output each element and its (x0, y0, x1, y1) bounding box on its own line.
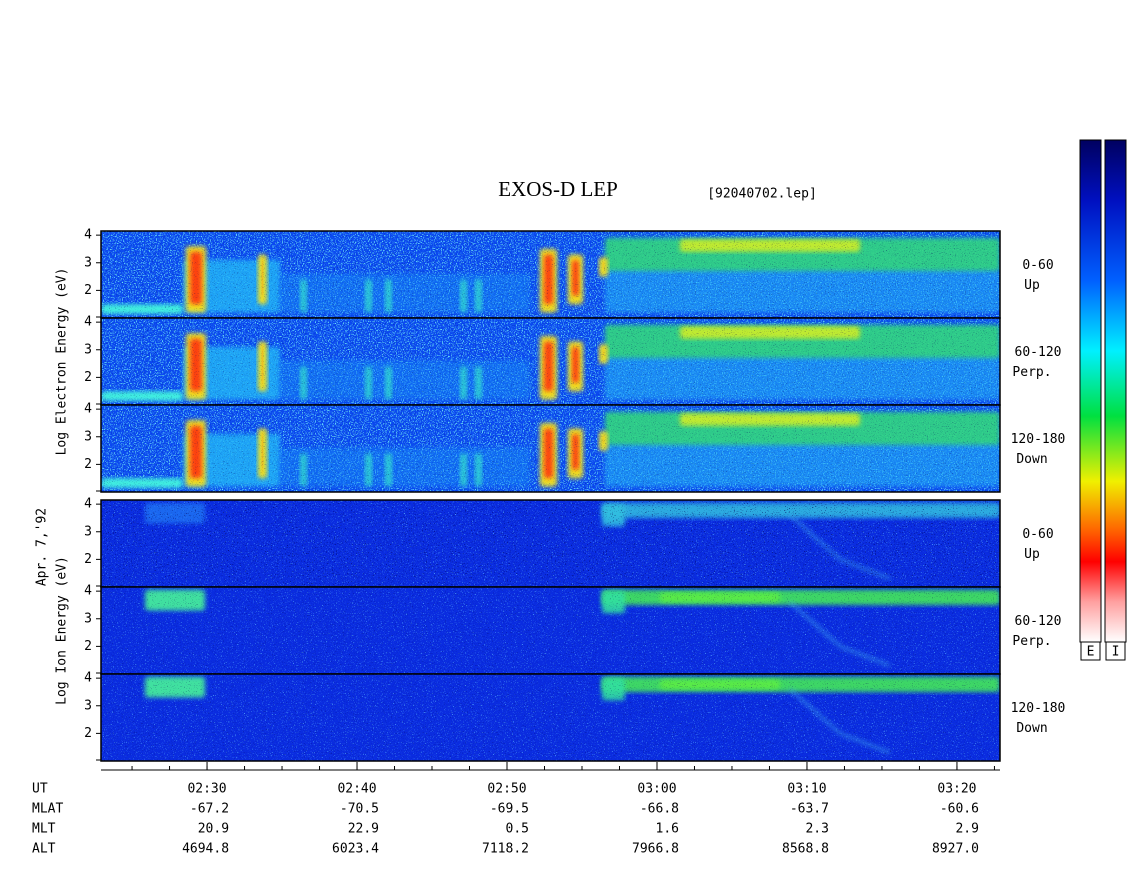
ephemeris-value: -63.7 (790, 802, 829, 817)
x-tick-label: 03:00 (637, 782, 676, 797)
row-label: MLAT (32, 802, 63, 817)
group-label: Log Electron Energy (eV) (55, 268, 70, 456)
ephemeris-value: -70.5 (340, 802, 379, 817)
panel-direction: Perp. (1012, 634, 1051, 649)
y-tick-label: 4 (84, 402, 92, 417)
ephemeris-value: 7966.8 (632, 842, 679, 857)
ephemeris-value: -67.2 (190, 802, 229, 817)
panel-angle: 60-120 (1015, 345, 1062, 360)
x-tick-label: 03:10 (787, 782, 826, 797)
y-tick-label: 2 (84, 726, 92, 741)
y-tick-label: 3 (84, 611, 92, 626)
y-tick-label: 4 (84, 671, 92, 686)
ephemeris-value: 1.6 (656, 822, 679, 837)
dropouts (101, 405, 1000, 492)
ephemeris-value: 0.5 (506, 822, 529, 837)
file-name: [92040702.lep] (707, 187, 817, 202)
x-tick-label: 02:50 (487, 782, 526, 797)
colorbar-label-box (1105, 641, 1126, 661)
row-label: ALT (32, 842, 56, 857)
x-tick-label: 03:20 (937, 782, 976, 797)
colorbar (1104, 139, 1127, 643)
row-label: UT (32, 782, 48, 797)
spectrogram-panel (101, 500, 1000, 587)
panel-direction: Perp. (1012, 365, 1051, 380)
spectrogram-panel (101, 231, 1000, 318)
spectrogram-panel (101, 318, 1000, 405)
y-tick-label: 4 (84, 228, 92, 243)
colorbar-label-box (1080, 641, 1101, 661)
ephemeris-value: -60.6 (940, 802, 979, 817)
y-tick-label: 2 (84, 283, 92, 298)
panel-angle: 0-60 (1022, 258, 1053, 273)
y-tick-label: 3 (84, 429, 92, 444)
chart-title: EXOS-D LEP (498, 177, 618, 201)
dropouts (101, 231, 1000, 318)
panel-direction: Down (1016, 452, 1047, 467)
panel-angle: 60-120 (1015, 614, 1062, 629)
ephemeris-value: -69.5 (490, 802, 529, 817)
colorbar (1079, 139, 1102, 643)
ephemeris-value: 4694.8 (182, 842, 229, 857)
x-tick-label: 02:40 (337, 782, 376, 797)
dropouts (101, 674, 1000, 761)
y-tick-label: 3 (84, 342, 92, 357)
row-label: MLT (32, 822, 56, 837)
y-tick-label: 3 (84, 524, 92, 539)
dropouts (101, 500, 1000, 587)
y-tick-label: 2 (84, 552, 92, 567)
spectrogram-panel (101, 674, 1000, 761)
panel-frame (100, 673, 1001, 762)
panel-direction: Up (1024, 547, 1040, 562)
ephemeris-value: 2.3 (805, 822, 828, 837)
colorbar-label: E (1087, 645, 1095, 660)
panel-frame (100, 404, 1001, 493)
dropouts (101, 318, 1000, 405)
panel-direction: Up (1024, 278, 1040, 293)
date-label: Apr. 7,'92 (35, 508, 50, 586)
panel-direction: Down (1016, 721, 1047, 736)
y-tick-label: 4 (84, 584, 92, 599)
spectrogram-panel (101, 587, 1000, 674)
ephemeris-value: -66.8 (640, 802, 679, 817)
ephemeris-value: 8568.8 (782, 842, 829, 857)
ephemeris-value: 20.9 (198, 822, 229, 837)
group-label: Log Ion Energy (eV) (55, 556, 70, 705)
ephemeris-value: 22.9 (348, 822, 379, 837)
panel-angle: 120-180 (1011, 432, 1066, 447)
y-tick-label: 4 (84, 315, 92, 330)
spectrogram-panel (101, 405, 1000, 492)
ephemeris-value: 6023.4 (332, 842, 379, 857)
ephemeris-value: 8927.0 (932, 842, 979, 857)
y-tick-label: 4 (84, 497, 92, 512)
dropouts (101, 587, 1000, 674)
y-tick-label: 3 (84, 255, 92, 270)
colorbar-label: I (1112, 645, 1120, 660)
y-tick-label: 2 (84, 639, 92, 654)
ephemeris-value: 7118.2 (482, 842, 529, 857)
x-tick-label: 02:30 (187, 782, 226, 797)
y-tick-label: 2 (84, 370, 92, 385)
y-tick-label: 3 (84, 698, 92, 713)
panel-angle: 0-60 (1022, 527, 1053, 542)
panel-angle: 120-180 (1011, 701, 1066, 716)
y-tick-label: 2 (84, 457, 92, 472)
ephemeris-value: 2.9 (955, 822, 978, 837)
